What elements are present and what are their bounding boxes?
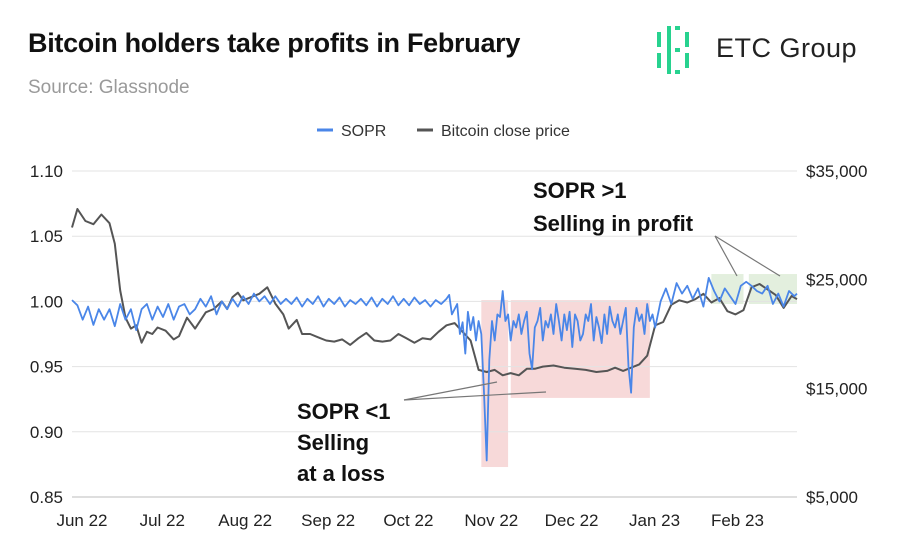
x-tick-label: Oct 22 [383,511,433,530]
profit-annotation-text: Selling in profit [533,211,694,236]
price-series-line [71,208,798,377]
profit-annotation-text: SOPR >1 [533,178,627,203]
legend-label: SOPR [341,123,386,140]
y-right-tick-label: $25,000 [806,271,867,290]
etc-logo-icon [657,26,689,74]
annotation-pointer [403,381,498,401]
y-left-tick-label: 0.90 [30,423,63,442]
loss-zone-dec-jan [510,300,650,398]
annotation-pointer [714,235,781,277]
y-right-tick-label: $35,000 [806,162,867,181]
brand-name: ETC Group [716,33,858,63]
chart-title: Bitcoin holders take profits in February [28,28,521,58]
x-tick-label: Sep 22 [301,511,355,530]
x-tick-label: Nov 22 [464,511,518,530]
x-tick-label: Jan 23 [629,511,680,530]
sopr-series-line [71,277,798,462]
legend-label: Bitcoin close price [441,123,570,140]
y-right-tick-label: $15,000 [806,379,867,398]
x-tick-label: Jun 22 [56,511,107,530]
loss-annotation-text: SOPR <1 [297,399,391,424]
etc-group-logo [657,26,689,74]
y-left-tick-label: 1.00 [30,292,63,311]
x-tick-label: Aug 22 [218,511,272,530]
y-left-tick-label: 1.10 [30,162,63,181]
y-left-tick-label: 1.05 [30,227,63,246]
y-right-tick-label: $5,000 [806,488,858,507]
chart-subtitle: Source: Glassnode [28,77,190,98]
y-left-tick-label: 0.85 [30,488,63,507]
x-tick-label: Dec 22 [545,511,599,530]
annotation-pointer [714,235,738,277]
x-tick-label: Jul 22 [140,511,185,530]
loss-annotation-text: at a loss [297,461,385,486]
y-left-tick-label: 0.95 [30,358,63,377]
loss-annotation-text: Selling [297,430,369,455]
x-tick-label: Feb 23 [711,511,764,530]
annotation-pointer [403,391,547,401]
